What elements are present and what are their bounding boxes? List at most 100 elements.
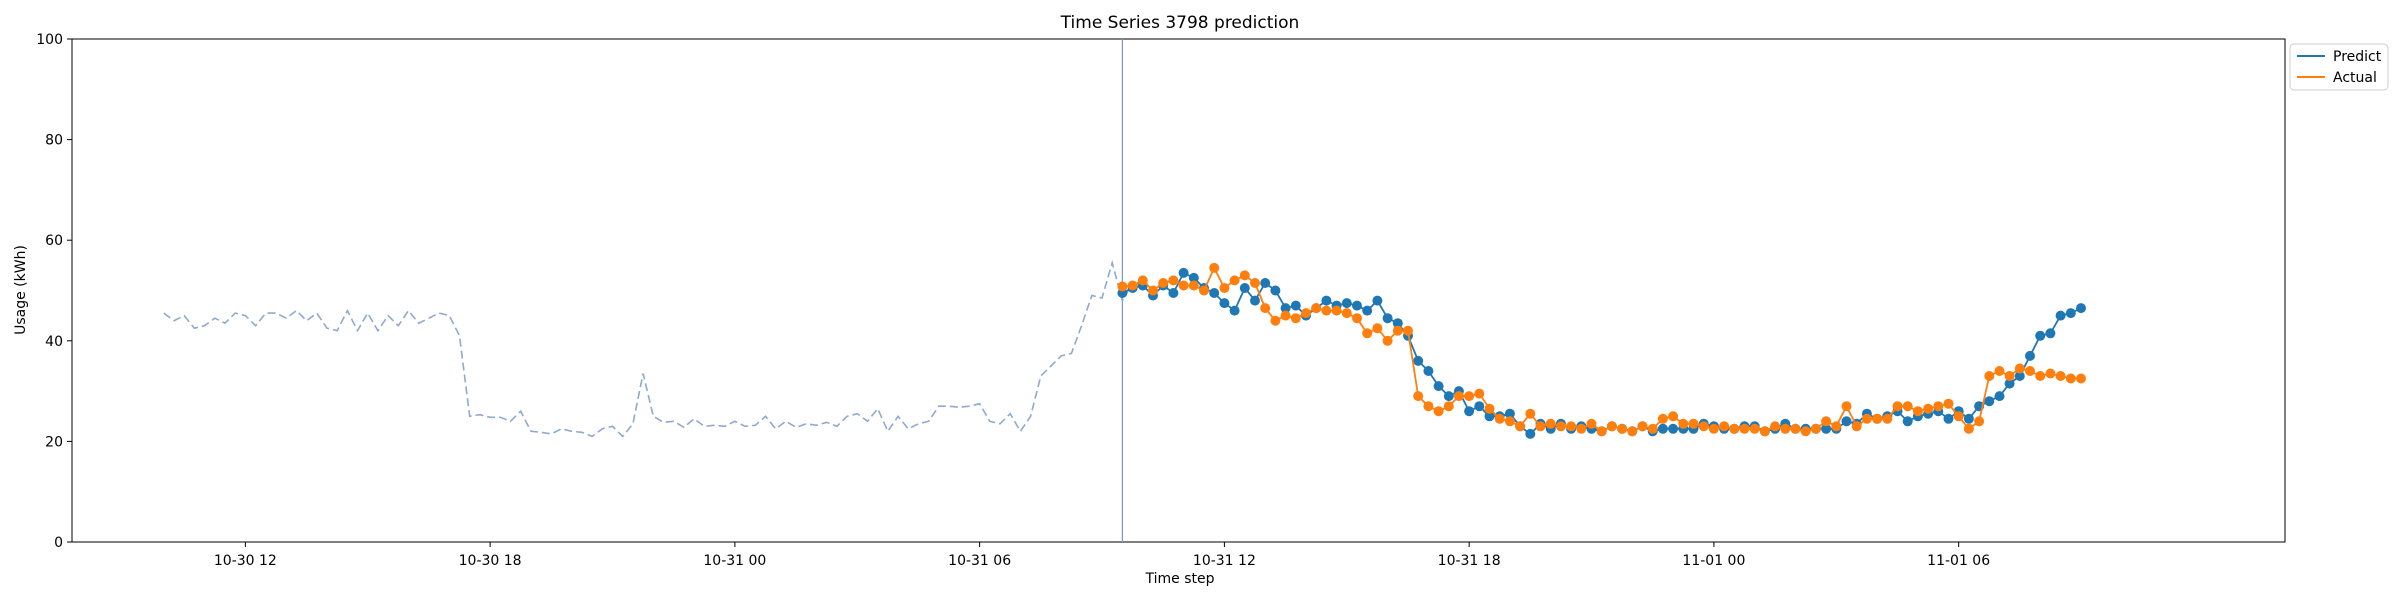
- data-point-actual: [1525, 408, 1536, 419]
- data-point-actual: [1933, 401, 1944, 412]
- data-point-predict: [1188, 272, 1199, 283]
- data-point-actual: [1535, 421, 1546, 432]
- data-point-actual: [1912, 406, 1923, 417]
- data-point-actual: [1178, 280, 1189, 291]
- data-point-predict: [1963, 413, 1974, 424]
- legend-label-actual: Actual: [2333, 70, 2377, 86]
- data-point-actual: [1943, 398, 1954, 409]
- data-point-actual: [2055, 371, 2066, 381]
- data-point-predict: [2055, 310, 2066, 321]
- data-point-actual: [1759, 426, 1770, 437]
- y-tick-label: 60: [45, 233, 63, 249]
- data-point-actual: [1219, 283, 1230, 293]
- data-point-actual: [1637, 421, 1648, 432]
- data-point-actual: [1515, 421, 1526, 432]
- y-tick-label: 40: [45, 334, 63, 350]
- data-point-actual: [1963, 423, 1974, 434]
- x-tick-label: 10-31 12: [1193, 553, 1256, 569]
- data-point-actual: [1851, 421, 1862, 432]
- data-point-actual: [1545, 418, 1556, 429]
- data-point-actual: [1168, 275, 1179, 286]
- data-point-actual: [1484, 403, 1495, 414]
- data-point-actual: [1841, 401, 1852, 412]
- data-point-predict: [2076, 303, 2086, 314]
- data-point-predict: [2014, 371, 2025, 381]
- data-point-actual: [1627, 426, 1638, 437]
- data-point-actual: [1188, 280, 1199, 291]
- data-point-actual: [2045, 368, 2056, 379]
- data-point-actual: [1137, 275, 1148, 286]
- x-tick-label: 10-30 18: [459, 553, 522, 569]
- data-point-actual: [1953, 411, 1964, 422]
- data-point-actual: [1668, 411, 1679, 422]
- data-point-actual: [1800, 426, 1811, 437]
- data-point-predict: [2035, 330, 2046, 341]
- data-point-predict: [1290, 300, 1301, 311]
- data-point-actual: [1453, 391, 1464, 402]
- data-point-actual: [1770, 421, 1781, 432]
- data-point-actual: [1708, 423, 1719, 434]
- y-tick-label: 20: [45, 434, 63, 450]
- data-point-actual: [1127, 280, 1138, 291]
- data-point-predict: [1270, 285, 1281, 296]
- data-point-predict: [1362, 305, 1373, 316]
- data-point-actual: [1810, 423, 1821, 434]
- data-point-predict: [1984, 396, 1995, 407]
- chart-title: Time Series 3798 prediction: [1060, 13, 1300, 33]
- data-point-actual: [1861, 413, 1872, 424]
- data-point-actual: [1392, 325, 1403, 336]
- data-point-predict: [1178, 267, 1189, 278]
- data-point-actual: [1239, 270, 1250, 281]
- y-tick-label: 0: [54, 535, 63, 551]
- data-point-predict: [1474, 401, 1485, 412]
- data-point-actual: [1657, 413, 1668, 424]
- data-point-actual: [1923, 403, 1934, 414]
- data-point-actual: [1311, 303, 1322, 314]
- data-point-predict: [2004, 378, 2015, 389]
- data-point-actual: [1555, 421, 1566, 432]
- y-axis-label: Usage (kWh): [13, 245, 29, 335]
- x-tick-label: 10-30 12: [214, 553, 277, 569]
- data-point-actual: [1719, 421, 1730, 432]
- data-point-actual: [1739, 423, 1750, 434]
- data-point-predict: [1443, 391, 1454, 402]
- data-point-predict: [1229, 305, 1240, 316]
- data-point-predict: [1168, 288, 1179, 298]
- data-point-actual: [1474, 388, 1485, 399]
- data-point-actual: [1790, 423, 1801, 434]
- data-point-predict: [1484, 411, 1495, 422]
- data-point-actual: [1494, 413, 1505, 424]
- data-point-actual: [1209, 262, 1220, 273]
- data-point-predict: [1352, 300, 1362, 311]
- data-point-predict: [1902, 416, 1913, 427]
- data-point-actual: [1229, 275, 1240, 286]
- data-point-predict: [1433, 381, 1444, 392]
- legend: Predict Actual: [2289, 43, 2389, 91]
- data-point-actual: [1341, 308, 1352, 319]
- data-point-actual: [1403, 325, 1413, 336]
- data-point-predict: [1504, 408, 1515, 419]
- data-point-actual: [1566, 421, 1577, 432]
- data-point-actual: [1872, 413, 1883, 424]
- data-point-actual: [1372, 323, 1383, 334]
- data-point-actual: [1321, 305, 1332, 316]
- data-point-actual: [1464, 391, 1475, 402]
- data-point-actual: [2065, 373, 2076, 384]
- data-point-predict: [1372, 295, 1383, 306]
- data-point-predict: [2045, 328, 2056, 339]
- data-point-actual: [1423, 401, 1434, 412]
- x-axis: 10-30 12 10-30 18 10-31 00 10-31 06 10-31 12…: [214, 542, 1990, 569]
- data-point-actual: [1974, 416, 1985, 427]
- data-point-predict: [1423, 366, 1434, 376]
- data-point-actual: [1352, 313, 1362, 324]
- data-point-actual: [1617, 423, 1628, 434]
- data-point-actual: [1433, 406, 1444, 417]
- data-point-actual: [1280, 310, 1291, 321]
- data-point-actual: [1148, 285, 1158, 296]
- data-point-predict: [1841, 416, 1852, 427]
- data-point-predict: [1821, 423, 1832, 434]
- x-tick-label: 10-31 18: [1438, 553, 1501, 569]
- data-point-actual: [1678, 418, 1689, 429]
- data-point-predict: [1392, 318, 1403, 329]
